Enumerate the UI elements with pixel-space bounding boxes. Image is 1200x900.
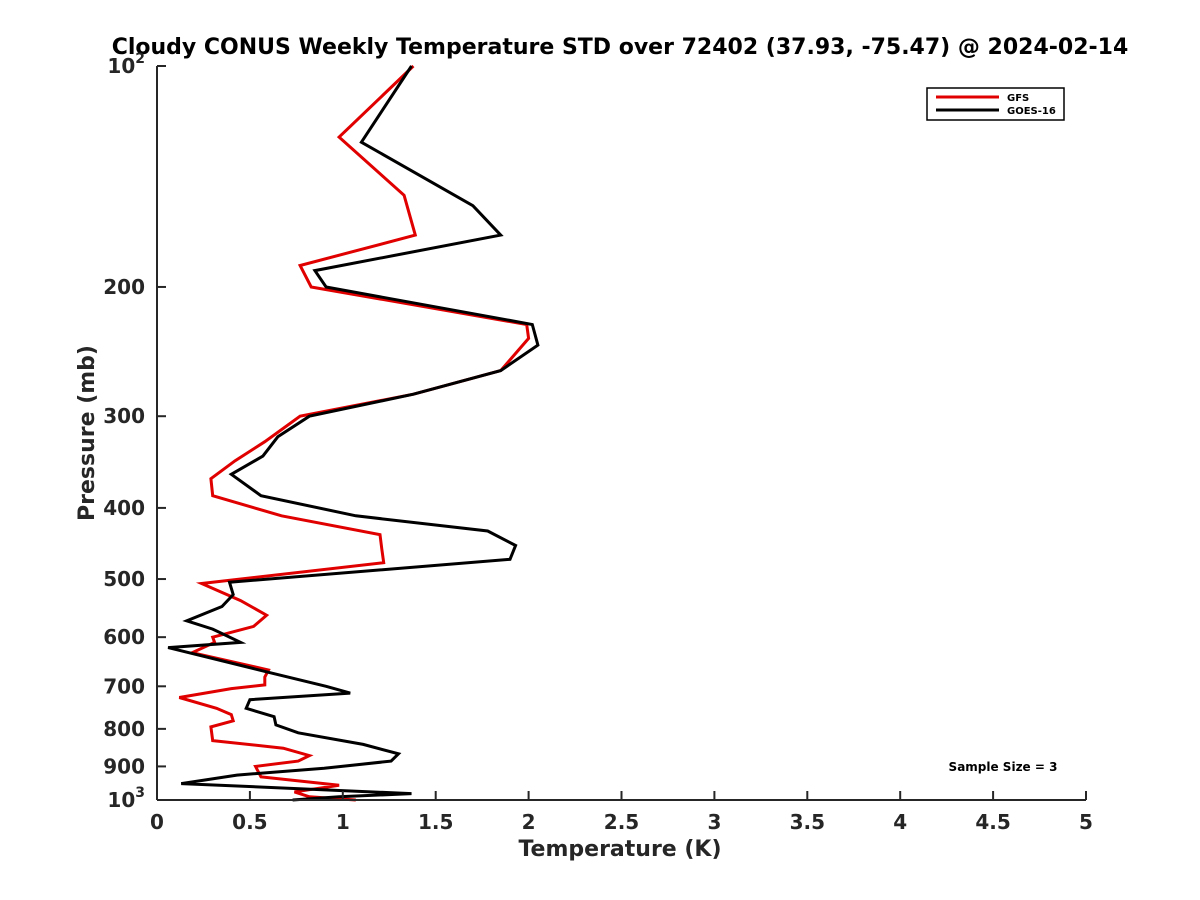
y-tick-label: 400 bbox=[103, 496, 145, 520]
plot-area bbox=[157, 66, 1086, 800]
y-tick-label: 300 bbox=[103, 404, 145, 428]
x-tick-label: 2.5 bbox=[604, 810, 639, 834]
y-axis-title: Pressure (mb) bbox=[75, 345, 100, 521]
y-tick-label: 700 bbox=[103, 674, 145, 698]
series-line-goes-16 bbox=[167, 65, 540, 802]
plot-lines bbox=[167, 64, 540, 802]
legend-label: GOES-16 bbox=[1007, 106, 1056, 117]
y-tick-label: 102 bbox=[107, 51, 145, 78]
x-tick-label: 0 bbox=[150, 810, 164, 834]
series-line-gfs bbox=[178, 64, 531, 802]
y-tick-label: 103 bbox=[107, 785, 145, 812]
y-tick-label: 800 bbox=[103, 717, 145, 741]
x-tick-label: 2 bbox=[522, 810, 536, 834]
y-tick-label: 900 bbox=[103, 754, 145, 778]
x-tick-label: 5 bbox=[1079, 810, 1093, 834]
x-tick-label: 4 bbox=[893, 810, 907, 834]
sample-size-annotation: Sample Size = 3 bbox=[949, 760, 1058, 774]
x-axis-title: Temperature (K) bbox=[518, 837, 721, 862]
x-tick-label: 1.5 bbox=[418, 810, 453, 834]
legend-box bbox=[926, 87, 1065, 121]
x-tick-label: 4.5 bbox=[975, 810, 1010, 834]
x-tick-label: 3.5 bbox=[790, 810, 825, 834]
y-tick-label: 200 bbox=[103, 275, 145, 299]
legend-label: GFS bbox=[1007, 93, 1029, 104]
legend: GFS GOES-16 bbox=[926, 87, 1065, 121]
x-tick-label: 3 bbox=[707, 810, 721, 834]
x-tick-label: 1 bbox=[336, 810, 350, 834]
axes: 0 0.5 1 1.5 2 2.5 3 3.5 4 4.5 5 102 200 300 400 500 600 7… bbox=[103, 51, 1093, 834]
y-tick-label: 600 bbox=[103, 625, 145, 649]
chart-title: Cloudy CONUS Weekly Temperature STD over… bbox=[112, 35, 1129, 60]
x-tick-label: 0.5 bbox=[232, 810, 267, 834]
y-tick-label: 500 bbox=[103, 567, 145, 591]
